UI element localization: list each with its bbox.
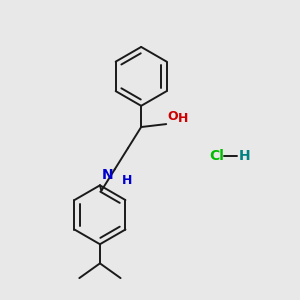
Text: N: N bbox=[102, 168, 113, 182]
Text: Cl: Cl bbox=[209, 149, 224, 163]
Text: H: H bbox=[122, 174, 132, 187]
Text: H: H bbox=[177, 112, 188, 125]
Text: H: H bbox=[238, 149, 250, 163]
Text: O: O bbox=[168, 110, 178, 123]
